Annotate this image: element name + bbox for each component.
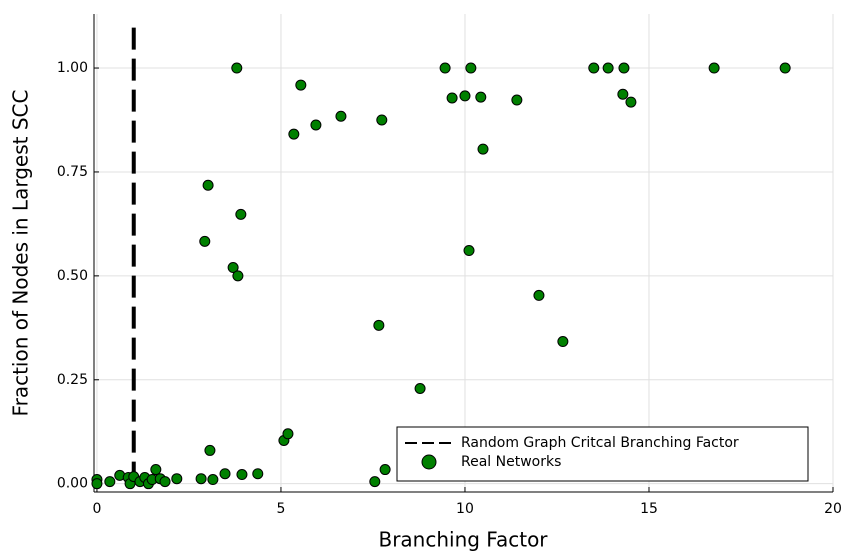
point [159, 476, 171, 488]
point [195, 473, 207, 485]
point [557, 336, 569, 348]
point [533, 289, 545, 301]
point [335, 110, 347, 122]
point [369, 476, 381, 488]
point [439, 62, 451, 74]
x-tick-label: 0 [92, 501, 101, 517]
y-tick-label: 1.00 [57, 60, 88, 76]
point [202, 179, 214, 191]
point [219, 468, 231, 480]
y-tick-label: 0.00 [57, 476, 88, 492]
point [708, 62, 720, 74]
point [204, 444, 216, 456]
point [602, 62, 614, 74]
x-tick-label: 5 [276, 501, 285, 517]
point [252, 468, 264, 480]
point [235, 208, 247, 220]
x-tick-label: 15 [640, 501, 658, 517]
point [231, 62, 243, 74]
y-tick-label: 0.25 [57, 372, 88, 388]
x-axis-title: Branching Factor [378, 528, 548, 552]
point [618, 62, 630, 74]
point [379, 464, 391, 476]
legend-label: Real Networks [461, 454, 561, 470]
point [91, 478, 103, 490]
point [232, 270, 244, 282]
point [475, 91, 487, 103]
point [295, 79, 307, 91]
point [288, 128, 300, 140]
point [171, 473, 183, 485]
y-axis-title: Fraction of Nodes in Largest SCC [9, 90, 33, 417]
y-tick-label: 0.50 [57, 268, 88, 284]
point [463, 245, 475, 257]
point [625, 96, 637, 108]
point [511, 94, 523, 106]
point [236, 469, 248, 481]
legend-box [396, 426, 809, 482]
x-tick-label: 10 [456, 501, 474, 517]
point [617, 88, 629, 100]
point [459, 90, 471, 102]
y-tick-label: 0.75 [57, 164, 88, 180]
point [414, 383, 426, 395]
point [477, 143, 489, 155]
point [376, 114, 388, 126]
point [446, 92, 458, 104]
point [282, 428, 294, 440]
legend-swatch [421, 454, 437, 470]
point [227, 262, 239, 274]
x-tick-label: 20 [824, 501, 842, 517]
point [779, 62, 791, 74]
point [373, 319, 385, 331]
point [310, 119, 322, 131]
point [207, 474, 219, 486]
point [150, 464, 162, 476]
legend-label: Random Graph Critcal Branching Factor [461, 435, 739, 451]
point [104, 476, 116, 488]
point [199, 235, 211, 247]
point [588, 62, 600, 74]
point [465, 62, 477, 74]
